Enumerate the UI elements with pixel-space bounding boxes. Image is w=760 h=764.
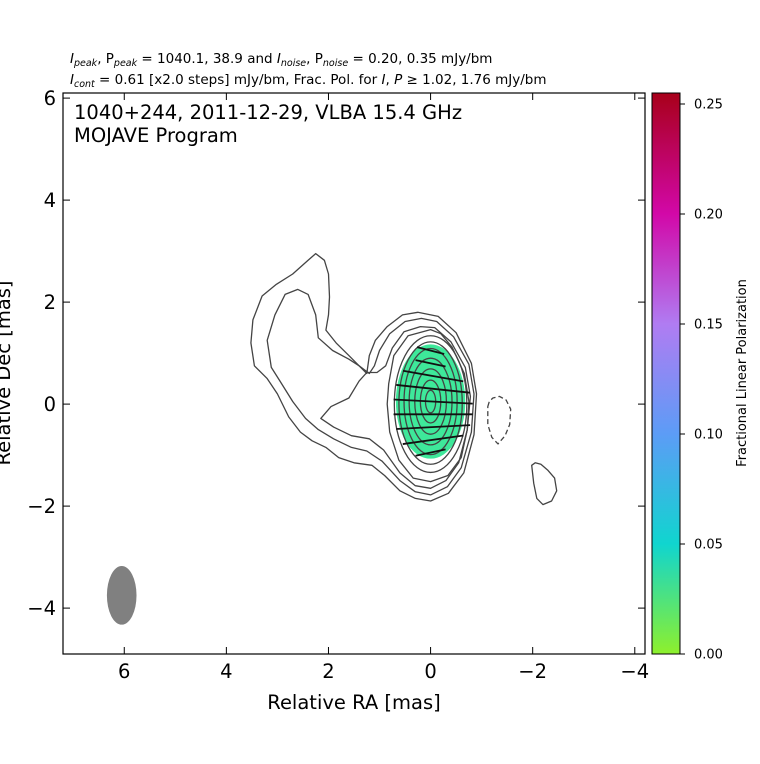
y-axis-label: Relative Dec [mas] [0, 280, 15, 465]
contour-4 [320, 325, 472, 489]
evpa-tick-6 [396, 424, 471, 430]
evpa-layer [393, 346, 473, 457]
plot-area [106, 252, 558, 625]
y-tick-label: 0 [44, 393, 56, 416]
colorbar [651, 92, 681, 655]
contour-1 [531, 462, 558, 506]
y-tick-label: 6 [44, 87, 56, 110]
colorbar-tick-label: 0.20 [694, 208, 723, 223]
x-tick-label: −4 [620, 660, 649, 683]
colorbar-tick-label: 0.05 [694, 538, 723, 553]
x-tick-label: −2 [518, 660, 547, 683]
beam-ellipse [106, 566, 137, 625]
chart-title: 1040+244, 2011-12-29, VLBA 15.4 GHz [74, 101, 462, 124]
y-tick-label: 4 [44, 189, 56, 212]
colorbar-label: Fractional Linear Polarization [735, 279, 750, 467]
colorbar-tick-label: 0.10 [694, 428, 723, 443]
header-line-2: Icont = 0.61 [x2.0 steps] mJy/bm, Frac. … [70, 72, 547, 90]
contour-0 [487, 395, 512, 445]
colorbar-tick-label: 0.25 [694, 98, 723, 113]
beam-layer [106, 566, 137, 625]
evpa-tick-0 [416, 346, 445, 355]
contour-8 [403, 347, 458, 456]
x-tick-label: 2 [322, 660, 334, 683]
x-tick-label: 0 [424, 660, 436, 683]
colorbar-tick-label: 0.00 [694, 648, 723, 663]
contour-3 [266, 288, 475, 496]
evpa-tick-7 [402, 434, 464, 445]
colorbar-ticks: 0.00 0.05 0.10 0.15 0.20 0.25 [680, 98, 723, 663]
contour-2 [250, 252, 478, 502]
evpa-tick-2 [402, 369, 464, 383]
evpa-tick-3 [396, 384, 471, 394]
chart-subtitle: MOJAVE Program [74, 124, 238, 147]
x-axis-label: Relative RA [mas] [267, 691, 440, 714]
y-tick-label: 2 [44, 291, 56, 314]
x-tick-label: 6 [118, 660, 130, 683]
evpa-tick-8 [415, 448, 446, 457]
y-tick-label: −4 [27, 597, 56, 620]
evpa-tick-4 [393, 398, 473, 405]
axes-layer: 6 4 2 0 −2 −4 −4 −2 0 2 4 6 [27, 87, 649, 683]
y-tick-label: −2 [27, 495, 56, 518]
plot-frame [62, 92, 646, 655]
contour-9 [408, 357, 453, 446]
x-tick-label: 4 [220, 660, 232, 683]
header-line-1: Ipeak, Ppeak = 1040.1, 38.9 and Inoise, … [70, 51, 492, 69]
evpa-tick-1 [415, 359, 446, 368]
colorbar-tick-label: 0.15 [694, 318, 723, 333]
